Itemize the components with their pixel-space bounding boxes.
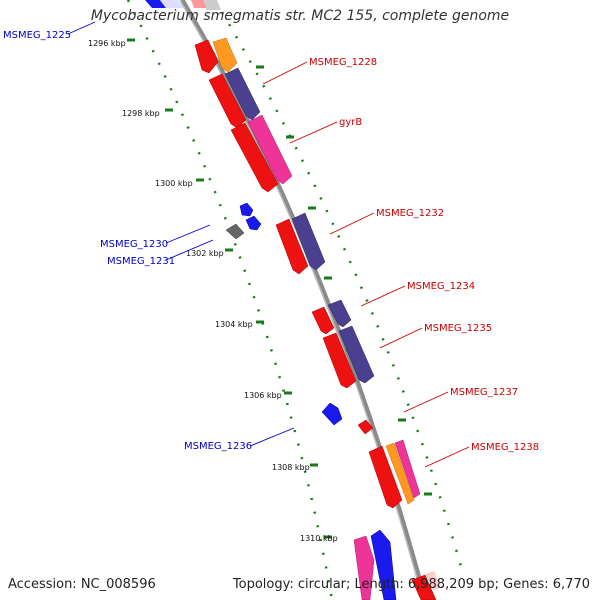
gene-feature — [370, 529, 397, 600]
gene-feature — [275, 218, 309, 275]
gene-feature — [245, 215, 262, 231]
gene-label: MSMEG_1238 — [471, 442, 539, 453]
gene-label: gyrB — [339, 117, 362, 128]
gene-label: MSMEG_1235 — [424, 323, 492, 334]
gene-feature — [394, 439, 421, 499]
gene-label: MSMEG_1234 — [407, 281, 475, 292]
gene-label: MSMEG_1228 — [309, 57, 377, 68]
tick-label: 1298 kbp — [122, 109, 160, 118]
gene-feature — [230, 122, 279, 193]
gene-feature — [357, 419, 374, 435]
tick-label: 1300 kbp — [155, 179, 193, 188]
tick-label: 1310 kbp — [300, 534, 338, 543]
gene-feature — [247, 114, 293, 185]
gene-feature — [338, 325, 375, 384]
gene-feature — [203, 0, 221, 10]
gene-feature — [311, 306, 335, 335]
tick-labels: 1296 kbp 1298 kbp 1300 kbp 1302 kbp 1304… — [88, 39, 338, 543]
gene-label: MSMEG_1231 — [107, 256, 175, 267]
tick-label: 1304 kbp — [215, 320, 253, 329]
forward-genes — [191, 0, 441, 600]
gene-feature — [368, 445, 403, 509]
gene-feature — [194, 39, 219, 74]
tick-label: 1296 kbp — [88, 39, 126, 48]
gene-feature — [212, 37, 238, 73]
gene-feature — [160, 0, 184, 8]
gene-label: MSMEG_1225 — [3, 30, 71, 41]
map-title: Mycobacterium smegmatis str. MC2 155, co… — [90, 8, 510, 24]
gene-label: MSMEG_1237 — [450, 387, 518, 398]
gene-feature — [291, 212, 326, 271]
tick-label: 1306 kbp — [244, 391, 282, 400]
gene-feature — [385, 442, 415, 505]
gene-feature — [411, 574, 437, 600]
gene-feature — [208, 73, 247, 129]
gene-feature — [327, 299, 352, 328]
tick-label: 1302 kbp — [186, 249, 224, 258]
gene-feature — [239, 202, 254, 217]
genome-summary-text: Topology: circular; Length: 6,988,209 bp… — [232, 577, 590, 592]
gene-feature — [225, 223, 245, 240]
label-leaders — [67, 21, 470, 468]
gene-label: MSMEG_1236 — [184, 441, 252, 452]
gene-feature — [425, 571, 441, 590]
gene-feature — [321, 402, 343, 426]
gene-label: MSMEG_1230 — [100, 239, 168, 250]
reverse-genes — [145, 0, 397, 600]
gene-feature — [224, 67, 261, 121]
gene-feature — [322, 332, 357, 389]
gene-label: MSMEG_1232 — [376, 208, 444, 219]
tick-label: 1308 kbp — [272, 463, 310, 472]
accession-text: Accession: NC_008596 — [8, 577, 156, 592]
gene-labels: MSMEG_1225 MSMEG_1228 gyrB MSMEG_1232 MS… — [3, 30, 539, 453]
gene-feature — [191, 0, 208, 8]
gene-feature — [353, 535, 375, 600]
gene-feature — [145, 0, 166, 8]
